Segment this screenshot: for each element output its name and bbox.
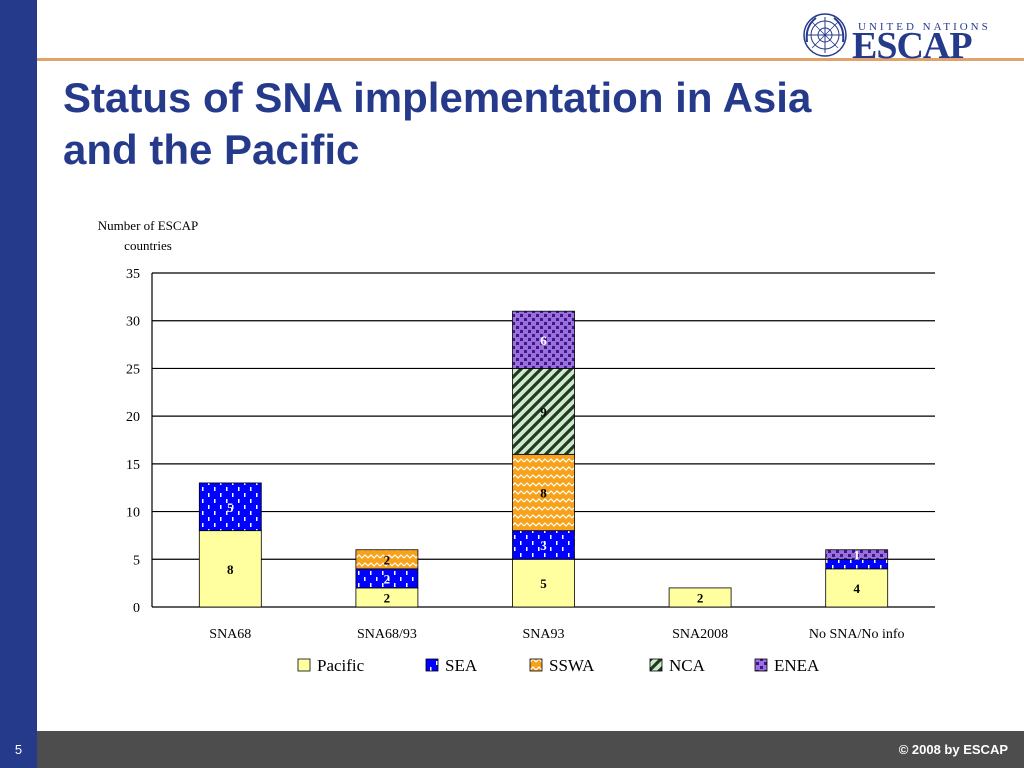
- legend-label-enea: ENEA: [774, 656, 820, 675]
- data-label: 8: [227, 562, 234, 577]
- data-label: 2: [384, 571, 391, 586]
- y-tick-label: 30: [126, 315, 140, 330]
- legend-swatch-sea: [425, 658, 439, 672]
- copyright-notice: © 2008 by ESCAP: [898, 742, 1008, 757]
- data-label: 2: [697, 590, 704, 605]
- legend-swatch-nca: [649, 658, 663, 672]
- legend-swatch-pacific: [297, 658, 311, 672]
- header-divider: [37, 58, 1024, 61]
- data-label: 6: [540, 333, 547, 348]
- y-tick-label: 25: [126, 362, 140, 377]
- data-label: 3: [540, 538, 547, 553]
- legend-swatch-sswa: [529, 658, 543, 672]
- page-number: 5: [14, 742, 23, 757]
- legend-label-pacific: Pacific: [317, 656, 365, 675]
- bar-segment-pacific-sna2008: [668, 587, 732, 608]
- bar-segment-nca-sna93: [512, 368, 575, 455]
- logo-escap: ESCAP: [852, 25, 973, 67]
- data-label: 4: [853, 581, 860, 596]
- y-tick-label: 20: [126, 410, 140, 425]
- x-tick-label: No SNA/No info: [809, 627, 905, 642]
- bar-segment-enea-sna93: [512, 310, 575, 369]
- data-label: 5: [540, 576, 547, 591]
- left-accent-bar: [0, 0, 37, 768]
- legend-swatch-enea: [754, 658, 768, 672]
- data-label: 8: [540, 485, 547, 500]
- bar-segment-enea-no-sna-no-info: [825, 549, 889, 560]
- x-tick-label: SNA68: [209, 627, 251, 642]
- y-tick-label: 0: [133, 601, 140, 616]
- data-label: 9: [540, 404, 547, 419]
- escap-logo: UNITED NATIONS ESCAP: [802, 12, 1012, 65]
- data-label: 5: [227, 500, 234, 515]
- y-tick-label: 35: [126, 267, 140, 282]
- bar-segment-sswa-sna93: [512, 453, 575, 532]
- data-label: 2: [384, 590, 391, 605]
- x-tick-label: SNA93: [522, 627, 564, 642]
- y-tick-label: 15: [126, 458, 140, 473]
- footer-bar: [37, 731, 1024, 768]
- un-emblem-icon: [803, 13, 847, 57]
- bar-segment-pacific-no-sna-no-info: [825, 568, 889, 608]
- data-label: 2: [384, 552, 391, 567]
- y-axis-title-line: Number of ESCAP: [98, 218, 198, 233]
- x-tick-label: SNA68/93: [357, 627, 417, 642]
- slide-title: Status of SNA implementation in Asia and…: [63, 74, 812, 173]
- y-axis-title-line: countries: [124, 238, 172, 253]
- legend-label-sswa: SSWA: [549, 656, 595, 675]
- stacked-bar-chart: Number of ESCAPcountries0510152025303585…: [98, 218, 935, 675]
- bar-segment-pacific-sna93: [512, 558, 575, 608]
- bar-segment-sswa-sna68-93: [355, 549, 419, 570]
- data-label: 1: [853, 548, 860, 563]
- y-tick-label: 10: [126, 506, 140, 521]
- y-tick-label: 5: [133, 553, 140, 568]
- legend-label-sea: SEA: [445, 656, 478, 675]
- logo-united-nations: UNITED NATIONS: [858, 21, 991, 33]
- legend-label-nca: NCA: [669, 656, 706, 675]
- x-tick-label: SNA2008: [672, 627, 728, 642]
- bar-segment-sea-sna68: [198, 482, 262, 532]
